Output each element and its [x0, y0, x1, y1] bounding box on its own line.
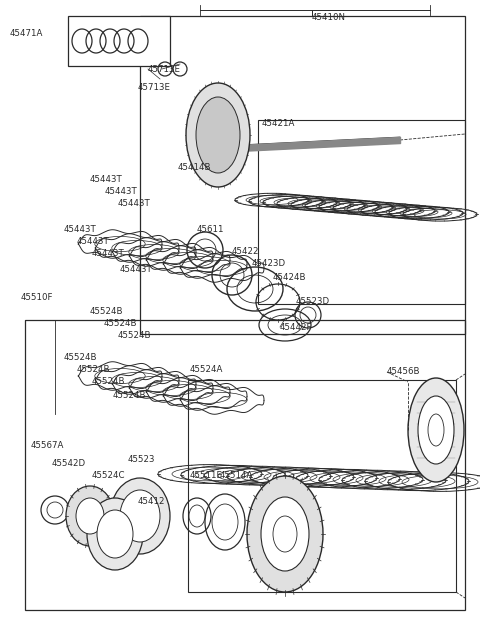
- Text: 45443T: 45443T: [90, 174, 123, 183]
- Text: 45524B: 45524B: [64, 353, 97, 361]
- Text: 45524B: 45524B: [92, 377, 125, 385]
- Bar: [188, 380, 456, 592]
- Text: 45524B: 45524B: [77, 365, 110, 373]
- Text: 45471A: 45471A: [10, 30, 43, 39]
- Text: 45524B: 45524B: [90, 306, 123, 316]
- Text: 45713E: 45713E: [138, 84, 171, 93]
- Text: 45524C: 45524C: [92, 472, 125, 481]
- Ellipse shape: [120, 490, 160, 542]
- Text: 45523: 45523: [128, 455, 156, 463]
- Ellipse shape: [196, 97, 240, 173]
- Ellipse shape: [408, 378, 464, 482]
- Ellipse shape: [66, 486, 114, 546]
- Ellipse shape: [247, 476, 323, 592]
- Text: 45523D: 45523D: [296, 297, 330, 306]
- Text: 45524A: 45524A: [190, 365, 223, 373]
- Text: 45443T: 45443T: [92, 250, 125, 259]
- Text: 45713E: 45713E: [148, 65, 181, 74]
- Text: 45443T: 45443T: [120, 266, 153, 275]
- Text: 45442F: 45442F: [280, 323, 312, 332]
- Text: 45524B: 45524B: [104, 318, 137, 328]
- Text: 45422: 45422: [232, 247, 260, 256]
- Text: 45443T: 45443T: [77, 238, 110, 247]
- Text: 45423D: 45423D: [252, 259, 286, 269]
- Text: 45456B: 45456B: [387, 368, 420, 377]
- Ellipse shape: [87, 498, 143, 570]
- Text: 45510F: 45510F: [21, 292, 53, 302]
- Text: 45511E: 45511E: [190, 472, 223, 481]
- Text: 45414B: 45414B: [178, 164, 212, 172]
- Ellipse shape: [261, 497, 309, 571]
- Bar: [25, 320, 465, 610]
- Text: 45443T: 45443T: [118, 198, 151, 207]
- Ellipse shape: [186, 83, 250, 187]
- Text: 45611: 45611: [197, 224, 225, 233]
- Text: 45424B: 45424B: [273, 273, 307, 281]
- Ellipse shape: [110, 478, 170, 554]
- Text: 45524B: 45524B: [118, 330, 152, 339]
- Ellipse shape: [97, 510, 133, 558]
- Text: 45410N: 45410N: [312, 13, 346, 22]
- Bar: [258, 120, 465, 304]
- Ellipse shape: [76, 498, 104, 534]
- Text: 45524B: 45524B: [113, 391, 146, 399]
- Bar: [140, 16, 465, 334]
- Text: 45412: 45412: [138, 498, 166, 507]
- Bar: [68, 16, 170, 66]
- Ellipse shape: [418, 396, 454, 464]
- Text: 45421A: 45421A: [262, 119, 295, 129]
- Text: 45443T: 45443T: [64, 226, 97, 235]
- Text: 45542D: 45542D: [52, 458, 86, 467]
- Text: 45514A: 45514A: [220, 472, 253, 481]
- Text: 45443T: 45443T: [105, 186, 138, 195]
- Text: 45567A: 45567A: [31, 441, 64, 450]
